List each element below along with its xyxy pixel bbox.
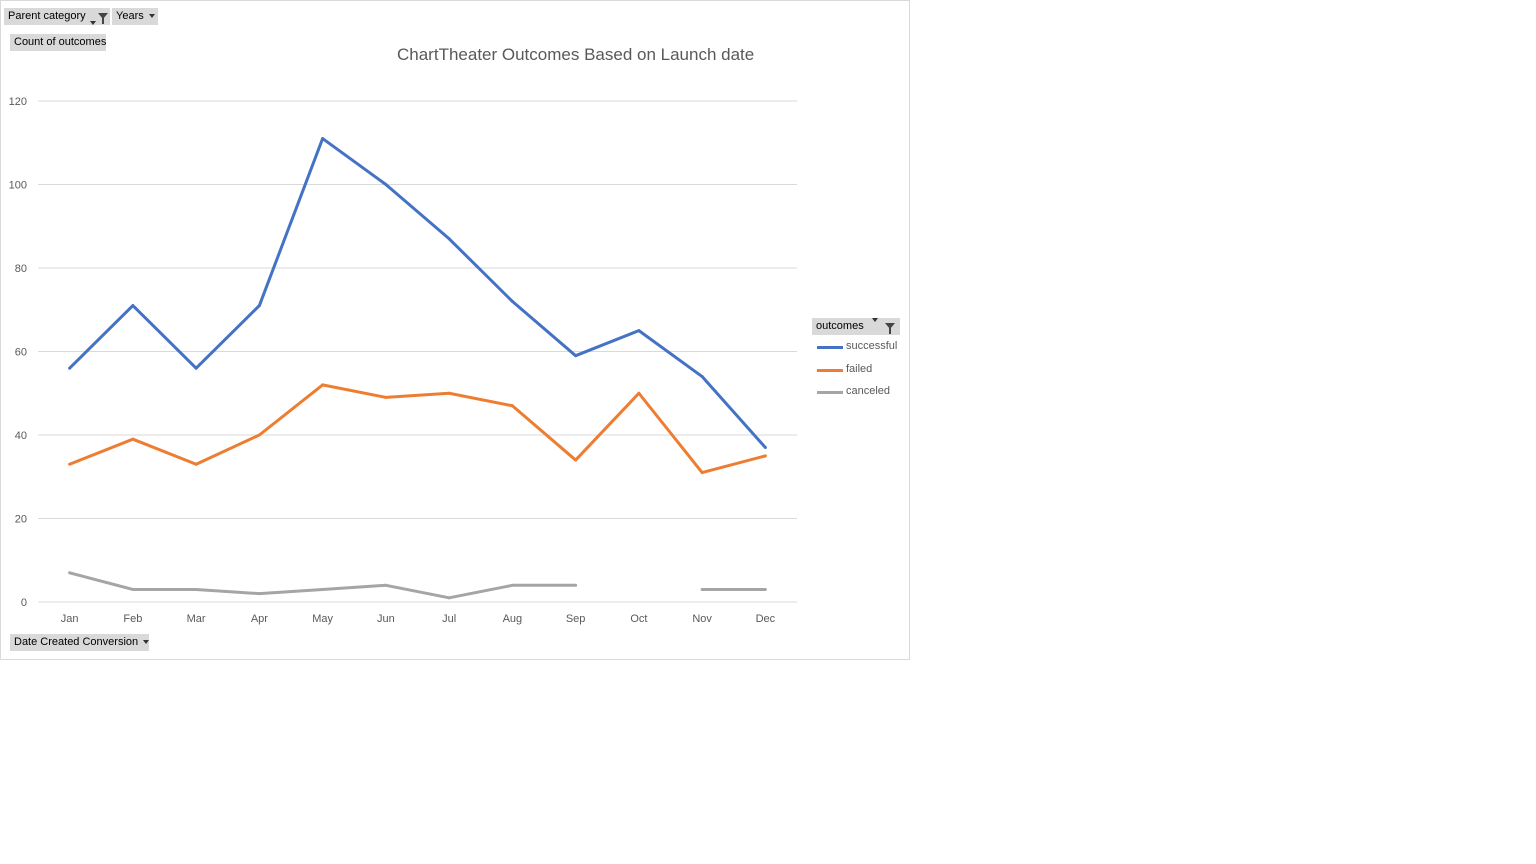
data-point-canceled <box>574 583 578 587</box>
data-point-failed <box>131 437 135 441</box>
data-point-successful <box>68 366 72 370</box>
data-point-canceled <box>510 583 514 587</box>
y-tick-label: 40 <box>15 430 27 442</box>
data-point-successful <box>700 375 704 379</box>
data-point-failed <box>574 458 578 462</box>
legend-swatch <box>817 368 843 372</box>
data-point-successful <box>510 299 514 303</box>
y-tick-label: 20 <box>15 514 27 526</box>
dropdown-arrow-icon <box>89 21 96 25</box>
x-tick-label: Dec <box>756 613 776 625</box>
legend-label: canceled <box>846 385 891 397</box>
data-point-failed <box>68 462 72 466</box>
x-tick-label: Nov <box>692 613 712 625</box>
data-point-canceled <box>257 592 261 596</box>
x-tick-label: Mar <box>187 613 206 625</box>
dropdown-arrow-icon <box>148 14 155 19</box>
y-tick-label: 0 <box>21 597 27 609</box>
chart-area <box>0 0 910 660</box>
x-tick-label: Jul <box>442 613 456 625</box>
years-filter-button[interactable]: Years <box>112 8 158 25</box>
legend-swatch <box>817 391 843 394</box>
data-point-successful <box>447 237 451 241</box>
dropdown-arrow-icon <box>872 318 878 322</box>
legend-label: successful <box>846 340 898 352</box>
years-label: Years <box>116 10 144 22</box>
data-point-failed <box>447 391 451 395</box>
data-point-successful <box>637 329 641 333</box>
x-tick-label: Jan <box>61 613 79 625</box>
data-point-failed <box>763 454 767 458</box>
series-line-successful <box>68 137 767 449</box>
y-tick-label: 120 <box>9 96 27 108</box>
y-tick-label: 100 <box>9 180 27 192</box>
data-point-failed <box>700 471 704 475</box>
data-point-canceled <box>763 587 767 591</box>
data-point-successful <box>257 304 261 308</box>
data-point-canceled <box>384 583 388 587</box>
data-point-successful <box>321 137 325 141</box>
data-point-failed <box>384 395 388 399</box>
x-tick-label: Aug <box>503 613 523 625</box>
data-point-canceled <box>321 587 325 591</box>
x-tick-label: Apr <box>251 613 268 625</box>
parent-category-label: Parent category <box>8 10 86 22</box>
data-point-failed <box>194 462 198 466</box>
values-field-button[interactable]: Count of outcomes <box>10 34 106 51</box>
filter-icon <box>97 13 108 25</box>
axis-field-button[interactable]: Date Created Conversion <box>10 634 150 651</box>
y-tick-label: 80 <box>15 263 27 275</box>
filter-icon <box>885 323 895 334</box>
x-tick-label: Oct <box>630 613 647 625</box>
data-point-failed <box>637 391 641 395</box>
data-point-successful <box>384 183 388 186</box>
x-tick-label: May <box>312 613 333 625</box>
data-point-canceled <box>700 587 704 591</box>
data-point-successful <box>763 446 767 450</box>
series-line-canceled <box>69 571 576 600</box>
values-field-label: Count of outcomes <box>14 36 107 48</box>
plot-area: 0 20 40 60 80 100 120 Jan Feb Mar Apr May Jun Jul Aug… <box>9 96 797 625</box>
parent-category-filter-button[interactable]: Parent category <box>4 8 110 25</box>
legend-field-button[interactable]: outcomes <box>812 318 900 335</box>
legend-field-label: outcomes <box>816 320 864 332</box>
data-point-canceled <box>194 587 198 591</box>
data-point-successful <box>194 366 198 370</box>
data-point-failed <box>257 433 261 437</box>
y-tick-label: 60 <box>15 347 27 359</box>
x-tick-label: Feb <box>123 613 142 625</box>
data-point-failed <box>321 383 325 387</box>
data-point-failed <box>510 404 514 408</box>
axis-field-label: Date Created Conversion <box>14 636 139 648</box>
legend-swatch <box>817 346 843 349</box>
data-point-canceled <box>68 571 72 575</box>
data-point-successful <box>574 354 578 358</box>
data-point-canceled <box>131 587 135 591</box>
x-tick-label: Jun <box>377 613 395 625</box>
legend-label: failed <box>846 362 873 375</box>
data-point-canceled <box>447 596 451 600</box>
chart-title: ChartTheater Outcomes Based on Launch da… <box>397 45 755 64</box>
series-line-failed <box>69 383 766 475</box>
dropdown-arrow-icon <box>143 640 150 645</box>
x-tick-label: Sep <box>566 613 586 625</box>
data-point-successful <box>131 304 135 308</box>
